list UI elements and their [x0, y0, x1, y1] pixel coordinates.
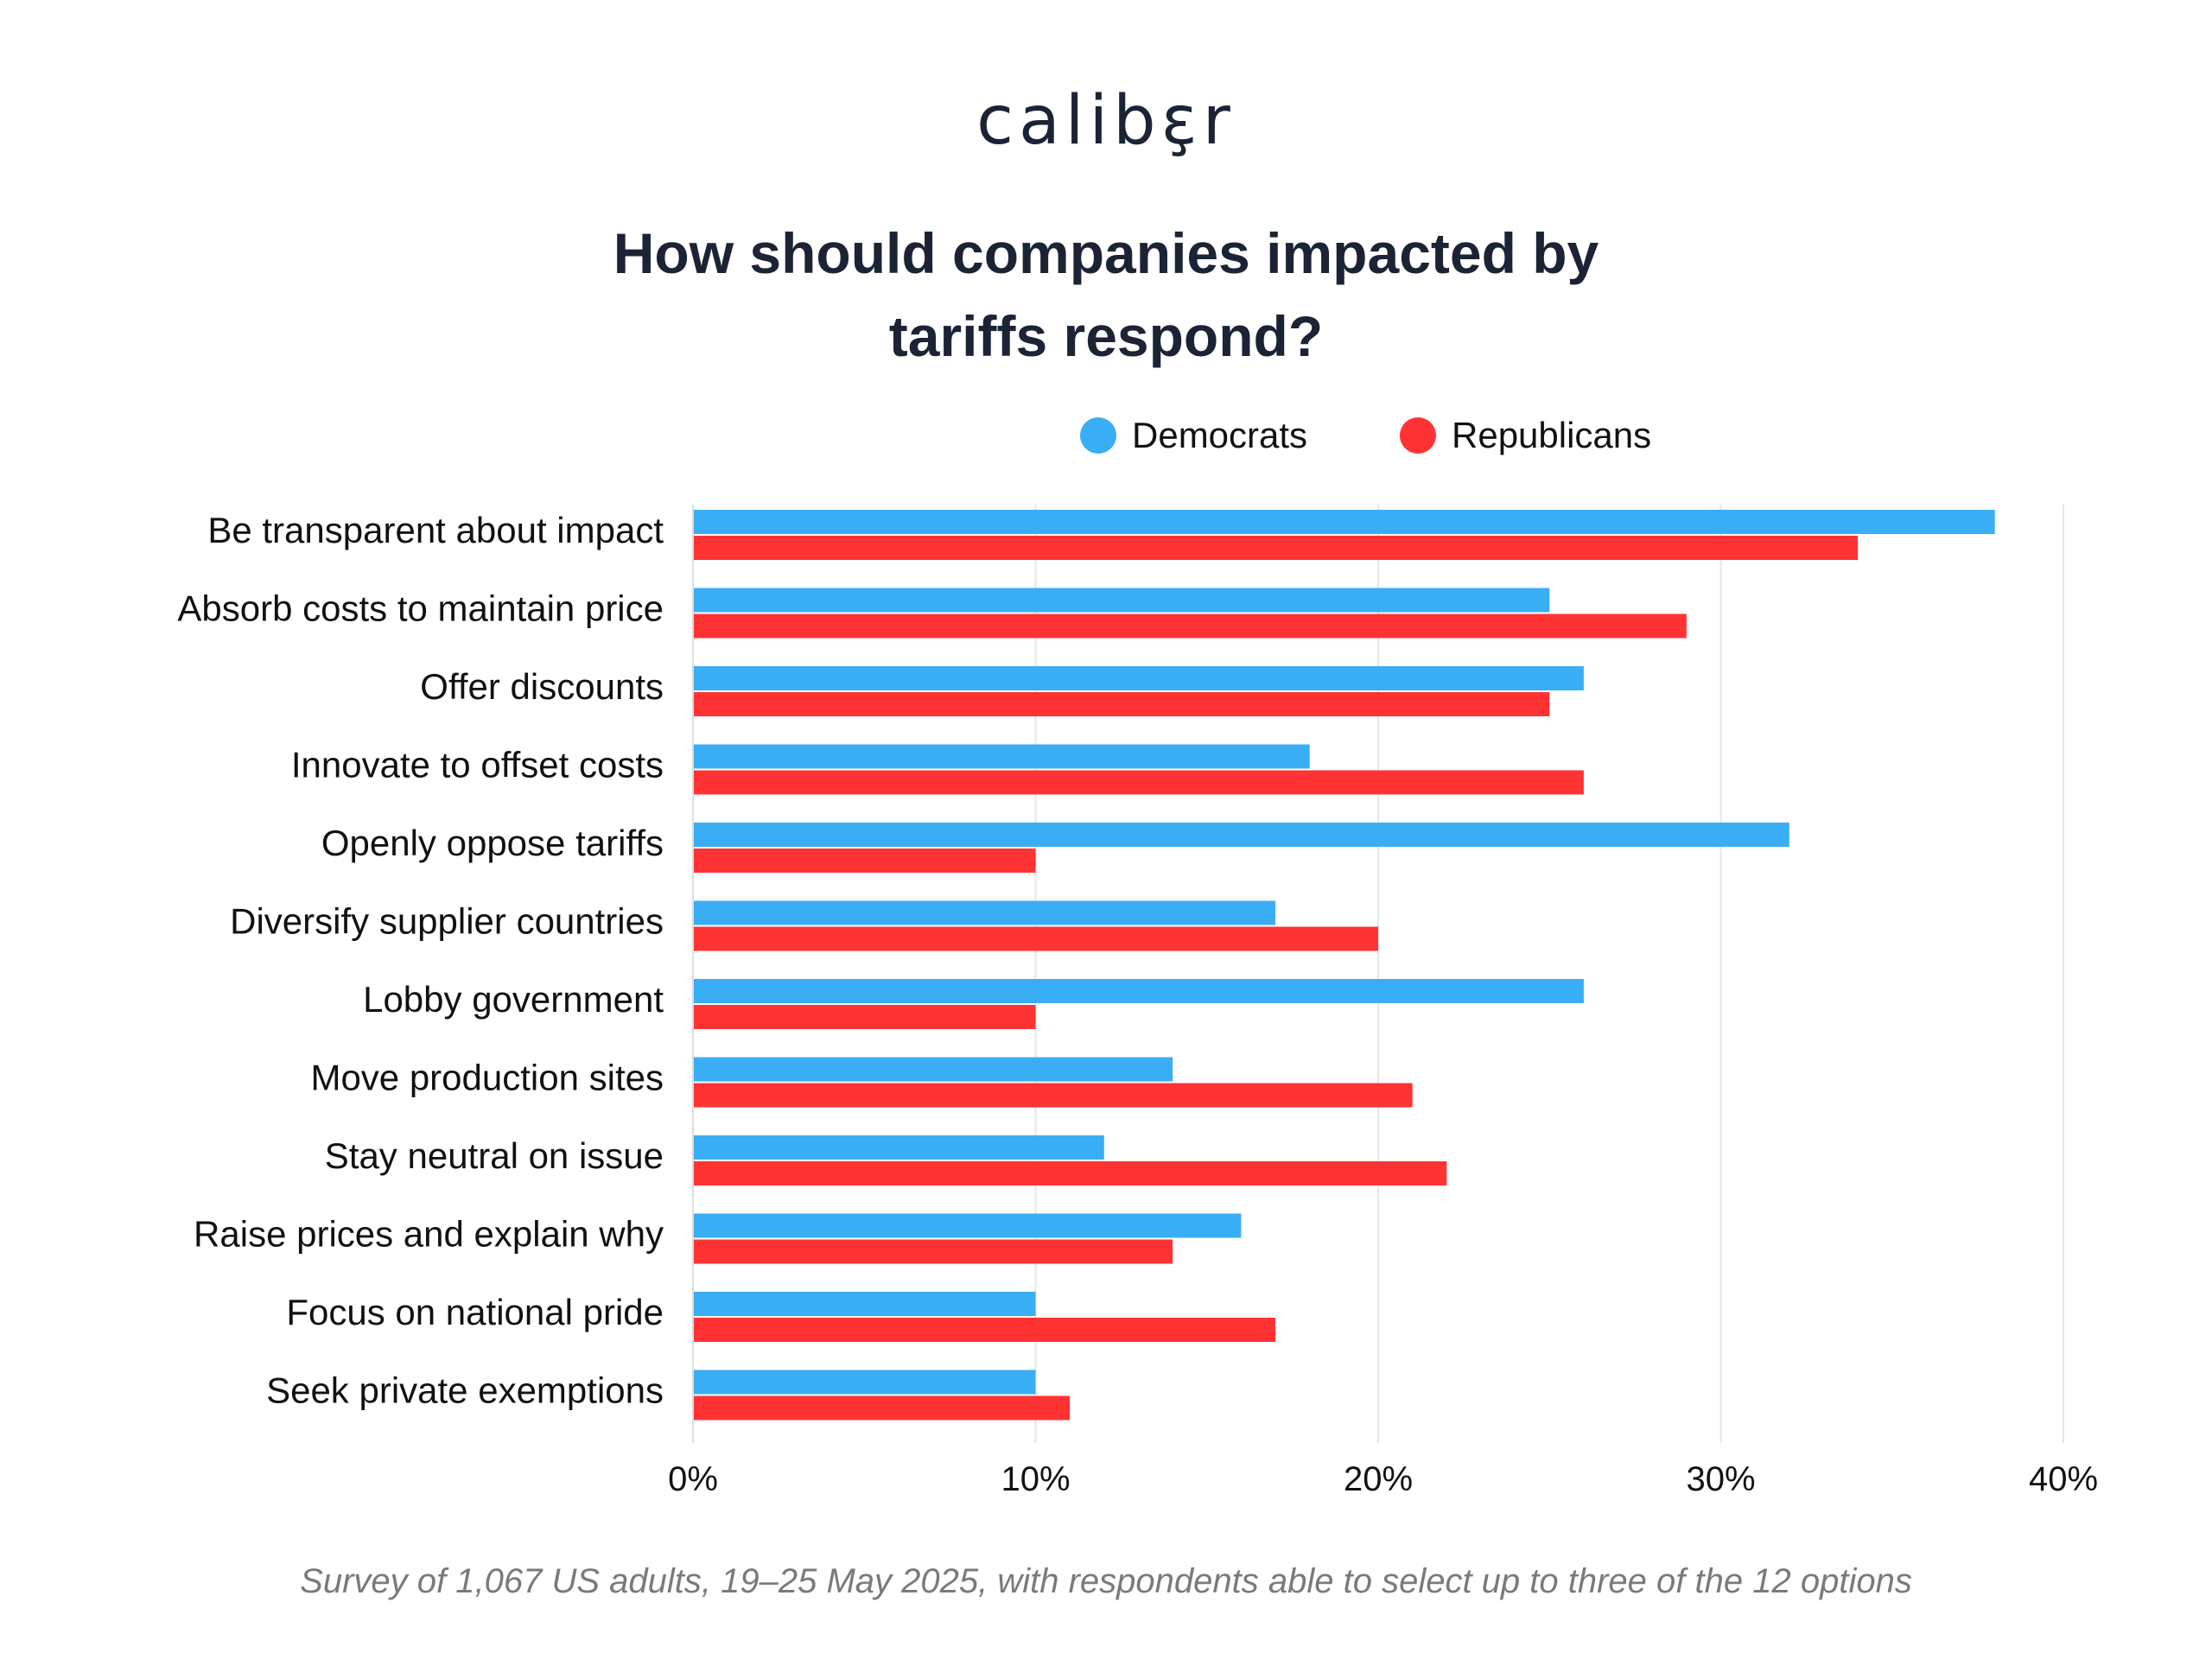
x-tick-label: 0%: [668, 1460, 718, 1498]
bar-republicans: [693, 1161, 1447, 1185]
legend-swatch-democrats: [1080, 417, 1116, 454]
bar-democrats: [693, 1213, 1242, 1238]
legend-label-republicans: Republicans: [1452, 415, 1652, 455]
category-label: Seek private exemptions: [266, 1370, 664, 1411]
category-label: Absorb costs to maintain price: [177, 588, 664, 629]
x-tick-label: 30%: [1686, 1460, 1755, 1498]
category-label: Offer discounts: [420, 666, 664, 707]
bar-republicans: [693, 770, 1584, 795]
bar-republicans: [693, 536, 1859, 560]
bar-chart: 0% 10% 20% 30% 40% Be transparent about impac…: [177, 505, 2098, 1498]
bar-democrats: [693, 979, 1584, 1003]
bar-democrats: [693, 823, 1789, 847]
bar-republicans: [693, 849, 1036, 873]
bar-democrats: [693, 666, 1584, 690]
bar-democrats: [693, 900, 1276, 925]
x-tick-label: 10%: [1001, 1460, 1070, 1498]
bar-republicans: [693, 692, 1550, 716]
chart-title: How should companies impacted by tariffs…: [0, 212, 2212, 378]
legend-item-republicans: Republicans: [1400, 415, 1651, 456]
legend-label-democrats: Democrats: [1132, 415, 1308, 455]
category-label: Lobby government: [363, 979, 664, 1020]
legend-item-democrats: Democrats: [1080, 415, 1307, 456]
category-label: Raise prices and explain why: [194, 1214, 664, 1255]
bar-democrats: [693, 1292, 1036, 1316]
chart-title-line-2: tariffs respond?: [888, 304, 1324, 368]
bar-republicans: [693, 1083, 1413, 1108]
category-label: Move production sites: [310, 1058, 664, 1098]
bar-democrats: [693, 1370, 1036, 1395]
bar-democrats: [693, 744, 1310, 769]
category-label: Focus on national pride: [286, 1292, 664, 1332]
brand-logo: calibɛ̧r: [976, 82, 1236, 160]
bar-republicans: [693, 926, 1378, 951]
chart-title-line-1: How should companies impacted by: [613, 221, 1599, 285]
bar-republicans: [693, 1318, 1276, 1342]
bar-republicans: [693, 613, 1687, 639]
x-tick-label: 20%: [1344, 1460, 1413, 1498]
category-label: Be transparent about impact: [207, 510, 664, 550]
bar-democrats: [693, 588, 1550, 613]
bar-republicans: [693, 1239, 1173, 1264]
legend-swatch-republicans: [1400, 417, 1436, 454]
bar-democrats: [693, 1057, 1173, 1082]
bar-republicans: [693, 1395, 1071, 1421]
bar-democrats: [693, 510, 1995, 534]
category-label: Diversify supplier countries: [230, 901, 664, 942]
bar-republicans: [693, 1005, 1036, 1029]
category-label: Openly oppose tariffs: [321, 823, 664, 863]
category-label: Stay neutral on issue: [325, 1135, 664, 1176]
legend: Democrats Republicans: [0, 415, 2212, 467]
category-label: Innovate to offset costs: [291, 745, 664, 785]
footnote: Survey of 1,067 US adults, 19–25 May 202…: [300, 1562, 1912, 1600]
x-tick-label: 40%: [2029, 1460, 2098, 1498]
bar-democrats: [693, 1135, 1104, 1160]
